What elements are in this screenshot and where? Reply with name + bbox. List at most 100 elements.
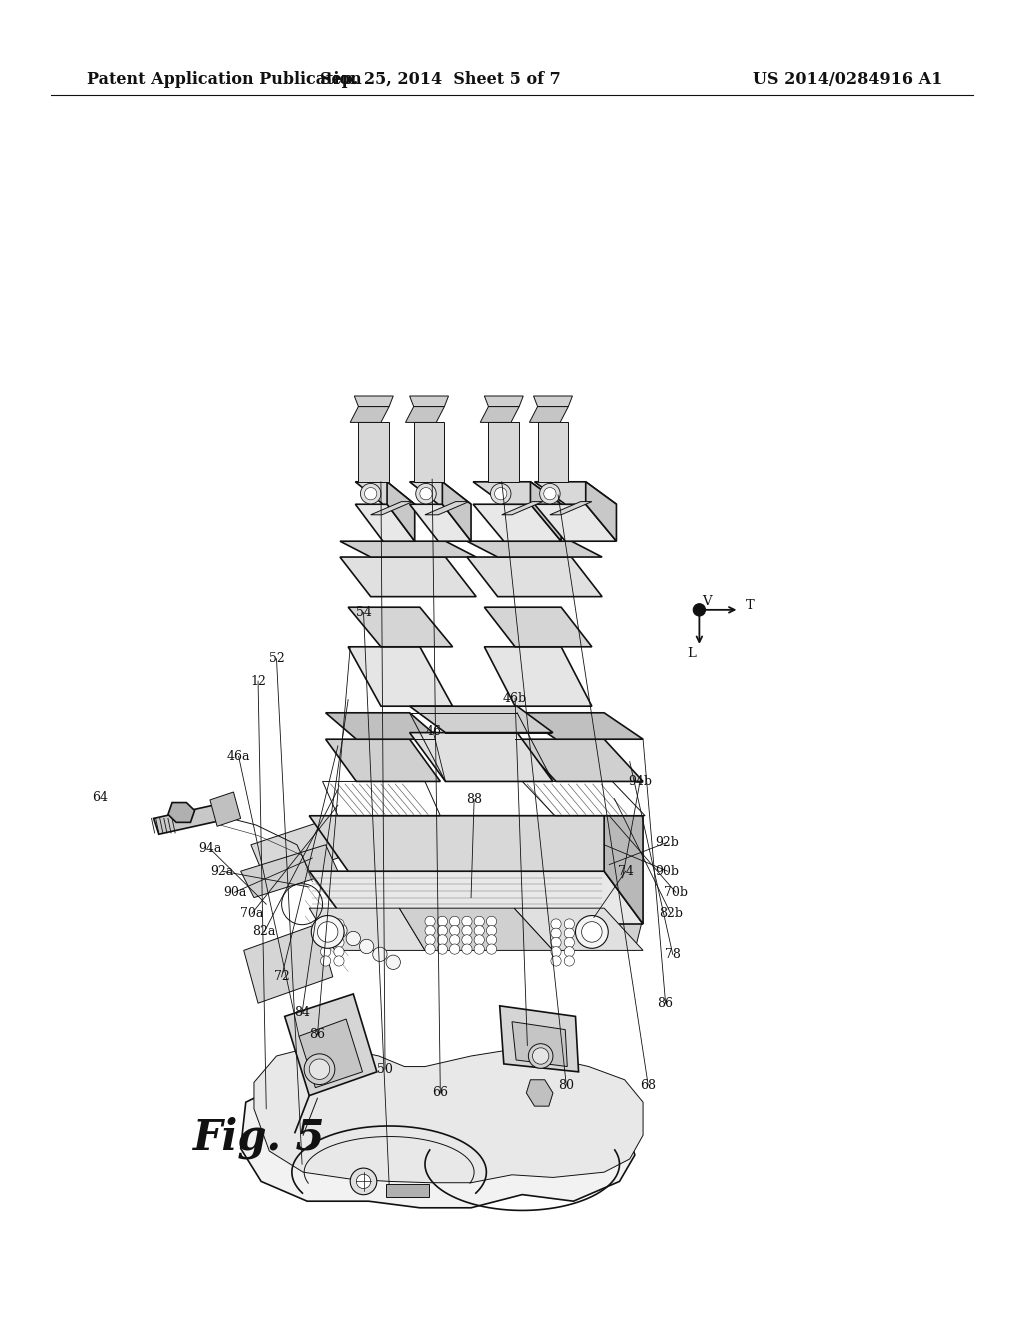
Circle shape [564,956,574,966]
Circle shape [425,916,435,927]
Polygon shape [538,422,568,482]
Circle shape [304,1053,335,1085]
Circle shape [356,1175,371,1188]
Polygon shape [502,502,543,515]
Circle shape [462,925,472,936]
Polygon shape [484,396,523,407]
Text: US 2014/0284916 A1: US 2014/0284916 A1 [753,71,942,88]
Circle shape [450,944,460,954]
Circle shape [321,946,331,957]
Circle shape [437,944,447,954]
Circle shape [450,935,460,945]
Text: 46: 46 [425,725,441,738]
Polygon shape [473,482,561,504]
Text: V: V [702,595,712,609]
Circle shape [359,940,374,953]
Circle shape [416,483,436,504]
Text: 86: 86 [309,1028,326,1041]
Polygon shape [355,504,415,541]
Text: L: L [687,647,696,660]
Circle shape [490,483,511,504]
Polygon shape [241,1082,635,1208]
Polygon shape [529,407,568,422]
Text: 92b: 92b [655,836,680,849]
Circle shape [551,956,561,966]
Text: 88: 88 [466,793,482,807]
Circle shape [551,928,561,939]
Polygon shape [467,541,602,557]
Circle shape [495,487,507,500]
Text: Sep. 25, 2014  Sheet 5 of 7: Sep. 25, 2014 Sheet 5 of 7 [319,71,561,88]
Polygon shape [586,482,616,541]
Circle shape [450,925,460,936]
Circle shape [317,921,338,942]
Circle shape [564,919,574,929]
Polygon shape [566,845,640,898]
Polygon shape [241,845,338,898]
Text: Fig. 5: Fig. 5 [193,1117,325,1159]
Polygon shape [326,713,440,739]
Text: 90a: 90a [223,886,246,899]
Polygon shape [480,407,519,422]
Circle shape [486,925,497,936]
Circle shape [450,916,460,927]
Text: 70b: 70b [664,886,688,899]
Text: 82a: 82a [253,925,275,939]
Polygon shape [251,821,338,882]
Circle shape [334,946,344,957]
Polygon shape [410,482,471,504]
Circle shape [420,487,432,500]
Circle shape [334,928,344,939]
Circle shape [486,944,497,954]
Circle shape [425,944,435,954]
Polygon shape [550,502,592,515]
Circle shape [334,956,344,966]
Polygon shape [348,607,453,647]
Circle shape [551,937,561,948]
Circle shape [334,919,344,929]
Text: 74: 74 [617,865,634,878]
Circle shape [486,916,497,927]
Circle shape [693,603,706,616]
Circle shape [544,487,556,500]
Polygon shape [512,1022,567,1067]
Polygon shape [530,482,561,541]
Circle shape [425,935,435,945]
Polygon shape [410,733,553,781]
Text: 82b: 82b [658,907,683,920]
Polygon shape [358,422,389,482]
Polygon shape [467,557,602,597]
Text: 94a: 94a [199,842,221,855]
Circle shape [346,932,360,945]
Polygon shape [406,407,444,422]
Circle shape [564,928,574,939]
Polygon shape [354,396,393,407]
Polygon shape [473,504,561,541]
Polygon shape [338,816,643,855]
Circle shape [462,944,472,954]
Polygon shape [285,994,377,1096]
Circle shape [425,925,435,936]
Polygon shape [168,803,195,822]
Polygon shape [488,422,519,482]
Polygon shape [410,706,553,733]
Text: 78: 78 [665,948,681,961]
Circle shape [564,937,574,948]
Text: 70a: 70a [241,907,263,920]
Polygon shape [410,396,449,407]
Polygon shape [535,482,616,504]
Text: 92a: 92a [211,865,233,878]
Circle shape [309,1059,330,1080]
Text: 86: 86 [657,997,674,1010]
Polygon shape [244,924,333,1003]
Circle shape [437,925,447,936]
Circle shape [321,919,331,929]
Polygon shape [526,1080,553,1106]
Text: Patent Application Publication: Patent Application Publication [87,71,361,88]
Polygon shape [604,816,643,924]
Polygon shape [309,908,425,950]
Polygon shape [326,739,440,781]
Text: 72: 72 [273,970,290,983]
Polygon shape [299,1019,362,1088]
Circle shape [437,916,447,927]
